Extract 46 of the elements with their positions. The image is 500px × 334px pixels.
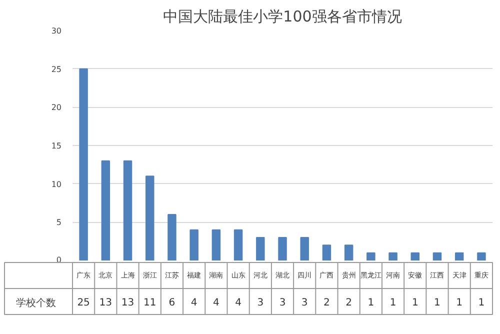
data-label: 3: [257, 298, 264, 308]
bar: [388, 252, 398, 260]
data-label: 13: [99, 298, 112, 308]
bar: [79, 68, 88, 260]
data-label: 13: [121, 298, 134, 308]
y-tick-label: 30: [51, 26, 62, 36]
bar: [256, 237, 265, 260]
bar: [212, 229, 221, 260]
y-tick-label: 10: [51, 180, 62, 189]
data-label: 1: [456, 298, 463, 308]
bar: [410, 252, 420, 260]
bar: [278, 237, 287, 260]
bar: [477, 252, 486, 260]
data-label: 25: [77, 298, 90, 308]
bar: [146, 176, 154, 260]
bar: [101, 160, 110, 260]
y-tick-label: 25: [51, 64, 62, 74]
bar: [123, 160, 132, 260]
bar: [190, 229, 198, 260]
data-label: 1: [478, 298, 485, 308]
data-label: 1: [412, 298, 418, 308]
y-tick-label: 5: [56, 218, 62, 228]
data-label: 1: [390, 298, 396, 308]
data-label: 1: [368, 298, 374, 308]
bar: [234, 229, 243, 260]
y-tick-label: 20: [51, 103, 62, 112]
bar: [168, 214, 176, 260]
data-label: 4: [235, 298, 242, 308]
data-label: 2: [346, 298, 352, 308]
text: 学校个数: [16, 296, 56, 310]
bar: [432, 252, 442, 260]
bar: [366, 252, 376, 260]
bar: [300, 237, 309, 260]
data-label: 3: [279, 298, 286, 308]
data-label: 6: [168, 298, 176, 308]
data-label: 4: [190, 298, 198, 308]
data-label: 3: [301, 298, 308, 308]
bar: [344, 244, 354, 260]
bar: [454, 252, 464, 260]
bar: [322, 244, 332, 260]
data-label: 4: [213, 298, 220, 308]
data-label: 2: [324, 298, 330, 308]
data-label: 11: [144, 298, 156, 308]
chart-title: 中国大陆最佳小学100强各省市情况: [163, 8, 402, 26]
y-tick-label: 15: [51, 142, 62, 150]
data-label: 1: [434, 298, 440, 308]
